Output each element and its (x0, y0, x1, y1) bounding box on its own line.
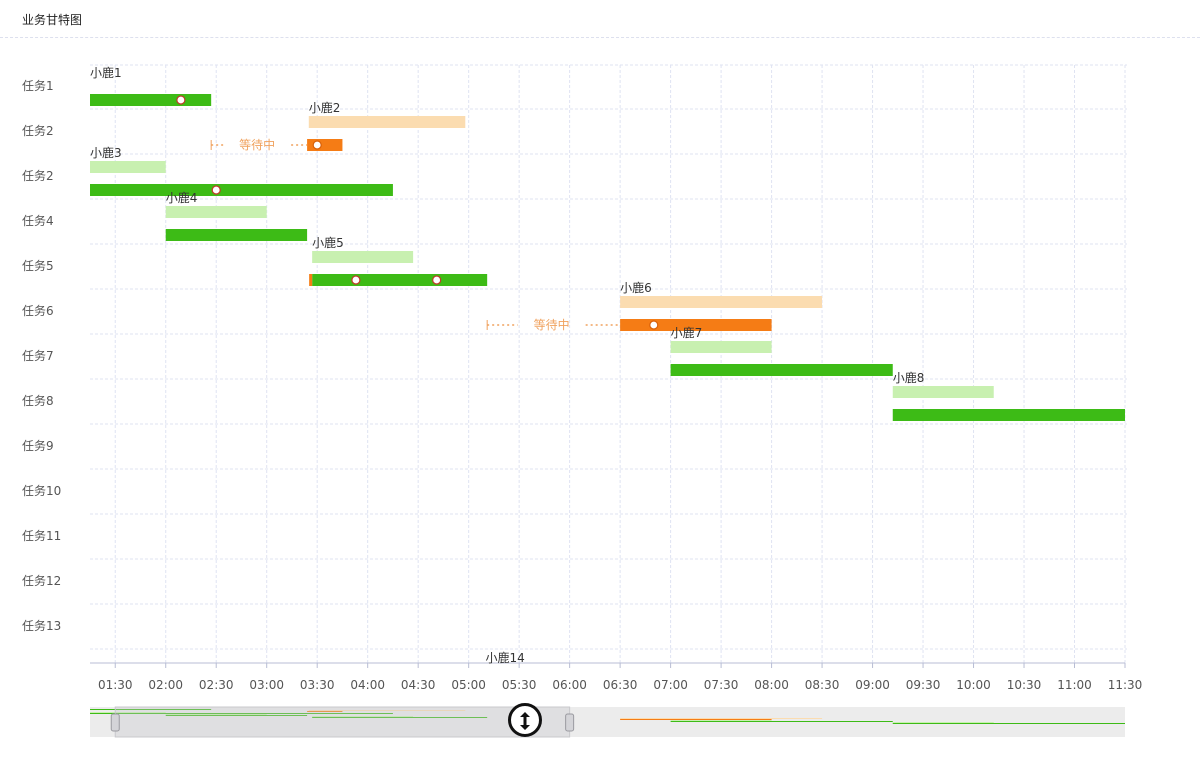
row-label: 任务2 (22, 123, 54, 138)
row-label: 任务12 (22, 573, 61, 588)
task-plan-bar[interactable] (308, 116, 466, 128)
zoom-mini-bar (892, 723, 1125, 724)
x-tick-label: 08:30 (805, 678, 840, 692)
task-actual-bar[interactable] (620, 319, 772, 331)
page-header: 业务甘特图 (0, 0, 1200, 38)
x-tick-label: 07:00 (653, 678, 688, 692)
page-title: 业务甘特图 (22, 13, 83, 27)
x-tick-label: 04:30 (401, 678, 436, 692)
x-tick-label: 02:00 (148, 678, 183, 692)
task-marker[interactable] (176, 95, 186, 105)
task-label: 小鹿6 (620, 280, 652, 295)
zoom-mini-plan (670, 720, 772, 721)
row-label: 任务13 (22, 618, 61, 633)
zoom-mini-plan (620, 718, 823, 719)
x-tick-label: 06:30 (603, 678, 638, 692)
x-tick-label: 11:00 (1057, 678, 1092, 692)
x-tick-label: 03:30 (300, 678, 335, 692)
zoom-mini-bar (312, 717, 488, 718)
row-label: 任务6 (22, 303, 54, 318)
task-actual-bar[interactable] (90, 94, 212, 106)
x-tick-label: 07:30 (704, 678, 739, 692)
waiting-label: 等待中 (534, 317, 570, 332)
task-label: 小鹿2 (309, 100, 341, 115)
row-label: 任务8 (22, 393, 54, 408)
zoom-mini-bar (307, 711, 343, 712)
zoom-mini-plan (892, 722, 994, 723)
zoom-mini-plan (312, 716, 414, 717)
zoom-mini-plan (165, 714, 267, 715)
task-actual-bar[interactable] (90, 184, 393, 196)
x-tick-label: 02:30 (199, 678, 234, 692)
task-label: 小鹿8 (893, 370, 925, 385)
task-label: 小鹿3 (90, 145, 122, 160)
zoom-mini-bar (90, 709, 212, 710)
task-plan-bar[interactable] (892, 386, 994, 398)
zoom-mini-bar (90, 713, 393, 714)
task-plan-bar[interactable] (620, 296, 823, 308)
task-actual-bar[interactable] (307, 139, 343, 151)
x-tick-label: 10:30 (1007, 678, 1042, 692)
task-label: 小鹿5 (312, 235, 344, 250)
row-label: 任务4 (22, 213, 54, 228)
row-label: 任务9 (22, 438, 54, 453)
task-actual-bar[interactable] (165, 229, 308, 241)
task-label: 小鹿7 (671, 325, 703, 340)
zoom-handle[interactable] (110, 713, 120, 732)
task-actual-bar[interactable] (670, 364, 893, 376)
task-marker[interactable] (351, 275, 361, 285)
zoom-mini-bar (670, 721, 893, 722)
x-tick-label: 11:30 (1108, 678, 1143, 692)
resize-cursor-icon (508, 703, 542, 737)
zoom-mini-bar (165, 715, 308, 716)
zoom-handle[interactable] (565, 713, 575, 732)
x-tick-label: 10:00 (956, 678, 991, 692)
task-actual-bar[interactable] (312, 274, 488, 286)
task-marker[interactable] (432, 275, 442, 285)
waiting-label: 等待中 (239, 137, 275, 152)
zoom-mini-plan (90, 712, 166, 713)
task-plan-bar[interactable] (90, 161, 166, 173)
x-tick-label: 08:00 (754, 678, 789, 692)
row-label: 任务10 (22, 483, 61, 498)
task-plan-bar[interactable] (670, 341, 772, 353)
row-label: 任务7 (22, 348, 54, 363)
task-marker[interactable] (312, 140, 322, 150)
zoom-mini-plan (308, 710, 466, 711)
task-label: 小鹿4 (166, 190, 198, 205)
task-marker[interactable] (211, 185, 221, 195)
task-label: 小鹿14 (485, 650, 524, 665)
task-actual-bar[interactable] (892, 409, 1125, 421)
x-tick-label: 05:30 (502, 678, 537, 692)
zoom-mini-bar (620, 719, 772, 720)
zoom-window[interactable] (114, 706, 571, 738)
x-tick-label: 09:30 (906, 678, 941, 692)
x-tick-label: 05:00 (451, 678, 486, 692)
x-tick-label: 04:00 (350, 678, 385, 692)
x-tick-label: 03:00 (249, 678, 284, 692)
row-label: 任务11 (22, 528, 61, 543)
x-tick-label: 01:30 (98, 678, 133, 692)
task-marker[interactable] (649, 320, 659, 330)
x-tick-label: 09:00 (855, 678, 890, 692)
row-label: 任务5 (22, 258, 54, 273)
row-label: 任务2 (22, 168, 54, 183)
task-plan-bar[interactable] (165, 206, 267, 218)
x-tick-label: 06:00 (552, 678, 587, 692)
task-start-accent (309, 274, 313, 286)
row-label: 任务1 (22, 78, 54, 93)
task-label: 小鹿1 (90, 65, 122, 80)
task-plan-bar[interactable] (312, 251, 414, 263)
